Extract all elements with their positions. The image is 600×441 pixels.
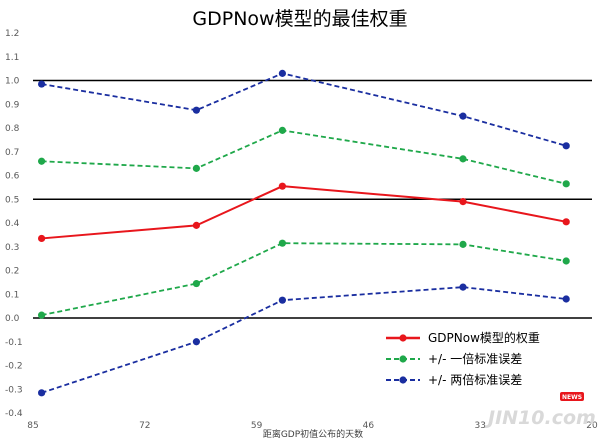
- data-point: [459, 155, 467, 163]
- watermark-badge: [560, 392, 584, 401]
- data-point: [459, 112, 467, 120]
- data-point: [459, 240, 467, 248]
- y-tick-label: 0.7: [5, 148, 19, 158]
- data-point: [192, 279, 200, 288]
- y-tick-label: 0.5: [5, 195, 19, 205]
- x-axis: 85 72 59 46 33 20: [27, 421, 598, 431]
- data-point: [38, 157, 46, 165]
- y-axis: -0.4 -0.3 -0.2 -0.1 0.0 0.1 0.2 0.3 0.4 0.5 0.6 0.7…: [5, 29, 23, 419]
- series-line: [41, 185, 567, 240]
- watermark-text: JIN10.com: [484, 407, 596, 429]
- y-tick-label: -0.4: [5, 409, 23, 419]
- y-tick-label: 1.2: [5, 29, 19, 39]
- legend-marker: [399, 376, 407, 384]
- reference-lines: [33, 79, 592, 319]
- y-tick-label: 0.6: [5, 172, 20, 182]
- data-point: [278, 126, 286, 134]
- data-point: [38, 389, 46, 397]
- x-tick-label: 85: [27, 421, 38, 431]
- data-point: [192, 338, 200, 346]
- watermark-badge-text: NEWS: [562, 394, 582, 401]
- data-point: [562, 218, 570, 226]
- y-tick-label: 0.3: [5, 243, 19, 253]
- y-tick-label: 0.8: [5, 124, 20, 134]
- data-point: [562, 295, 570, 303]
- data-point: [192, 106, 200, 114]
- chart-title: GDPNow模型的最佳权重: [192, 8, 407, 30]
- data-point: [278, 239, 286, 247]
- series-line: [41, 129, 567, 185]
- y-tick-label: 0.4: [5, 219, 20, 229]
- data-point: [38, 80, 46, 88]
- x-tick-label: 20: [586, 421, 598, 431]
- x-tick-label: 46: [363, 421, 375, 431]
- x-tick-label: 59: [251, 421, 263, 431]
- y-tick-label: -0.3: [5, 385, 23, 395]
- y-tick-label: 0.0: [5, 314, 20, 324]
- y-tick-label: 0.1: [5, 290, 19, 300]
- data-point: [459, 198, 467, 206]
- series-line: [41, 242, 567, 317]
- data-point: [562, 142, 570, 150]
- y-tick-label: 0.2: [5, 267, 19, 277]
- data-point: [38, 311, 46, 319]
- data-point: [278, 296, 286, 304]
- data-point: [562, 257, 570, 265]
- x-tick-label: 33: [474, 421, 485, 431]
- data-point: [38, 234, 46, 243]
- legend-marker: [399, 334, 407, 342]
- legend: GDPNow模型的权重 +/- 一倍标准误差 +/- 两倍标准误差: [386, 330, 540, 387]
- y-tick-label: 0.9: [5, 100, 20, 110]
- y-tick-label: -0.1: [5, 338, 23, 348]
- series-layer: [38, 69, 570, 397]
- x-axis-label: 距离GDP初值公布的天数: [263, 428, 363, 440]
- legend-label: +/- 一倍标准误差: [428, 351, 522, 366]
- data-point: [459, 283, 467, 291]
- data-point: [192, 221, 200, 229]
- watermark: JIN10.com NEWS: [484, 392, 596, 429]
- data-point: [278, 69, 286, 77]
- y-tick-label: 1.1: [5, 53, 19, 63]
- y-tick-label: -0.2: [5, 362, 23, 372]
- data-point: [562, 180, 570, 188]
- legend-label: +/- 两倍标准误差: [428, 372, 522, 387]
- data-point: [192, 164, 200, 172]
- legend-marker: [399, 355, 407, 363]
- legend-label: GDPNow模型的权重: [428, 330, 540, 345]
- x-tick-label: 72: [139, 421, 150, 431]
- data-point: [278, 182, 286, 190]
- y-tick-label: 1.0: [5, 77, 20, 87]
- series-line: [41, 72, 567, 147]
